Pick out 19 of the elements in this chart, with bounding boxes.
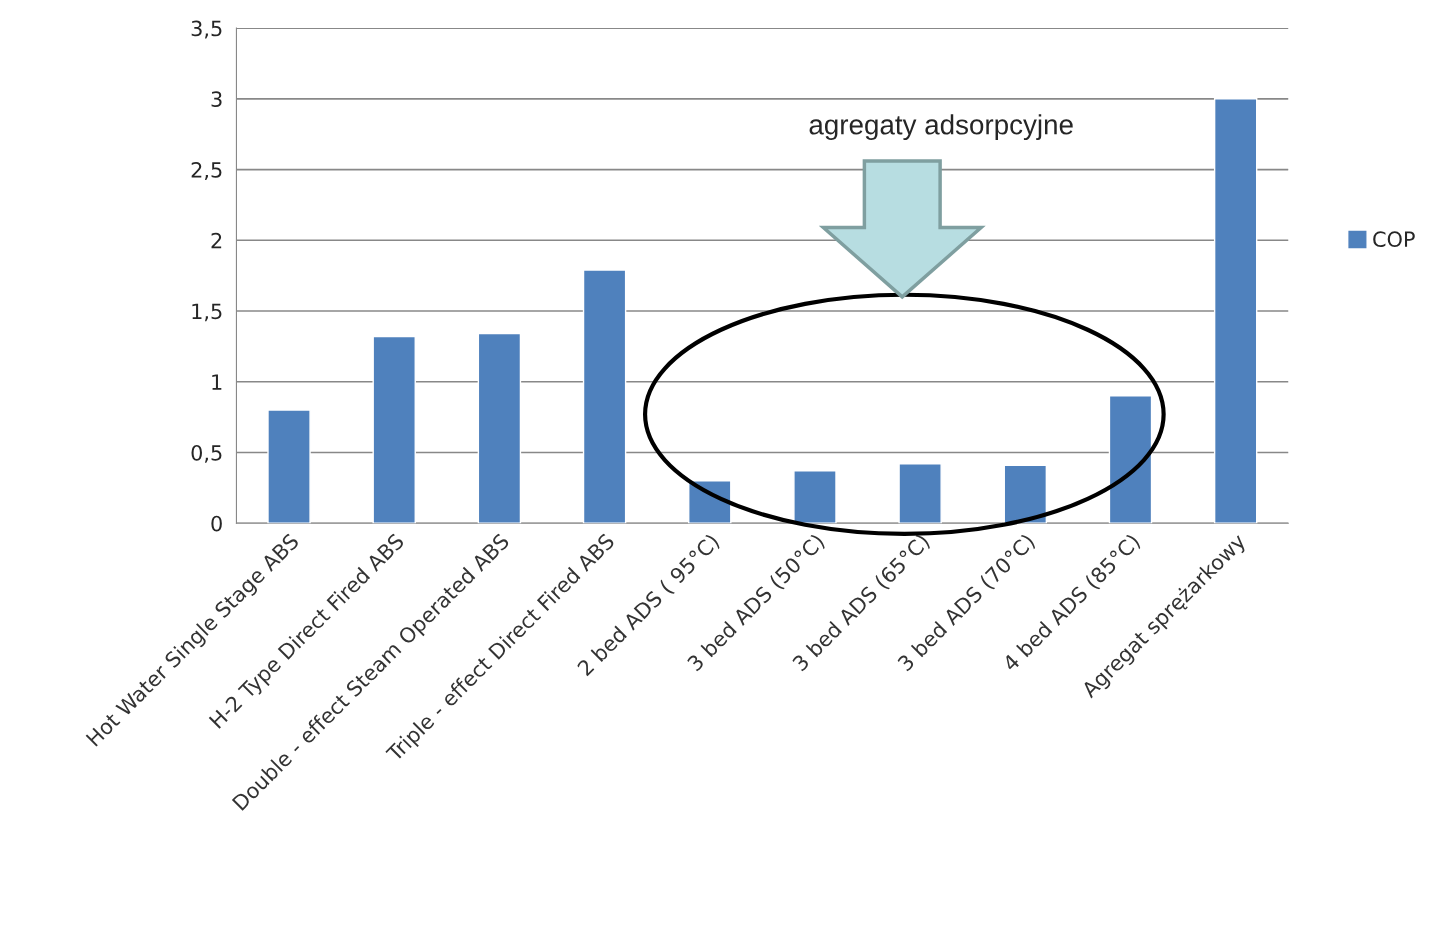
bar — [372, 335, 416, 524]
bar — [1213, 98, 1258, 524]
bar — [898, 463, 942, 524]
y-tick-label: 2 — [211, 232, 222, 249]
legend-label: COP — [1373, 231, 1415, 248]
bar — [793, 470, 837, 524]
bar — [1108, 395, 1153, 524]
bar — [267, 409, 311, 524]
y-tick-label: 0 — [211, 515, 222, 532]
y-tick-label: 1,5 — [192, 303, 222, 322]
bar — [1003, 464, 1048, 524]
y-tick-label: 0,5 — [191, 444, 222, 463]
y-tick-label: 3 — [211, 91, 222, 108]
bar — [582, 269, 627, 524]
y-tick-label: 1 — [212, 374, 222, 390]
bar — [477, 332, 522, 524]
annotation: agregaty adsorpcyjne — [809, 114, 1073, 141]
y-tick-label: 2,5 — [191, 162, 222, 180]
y-tick-label: 3,5 — [191, 20, 222, 39]
